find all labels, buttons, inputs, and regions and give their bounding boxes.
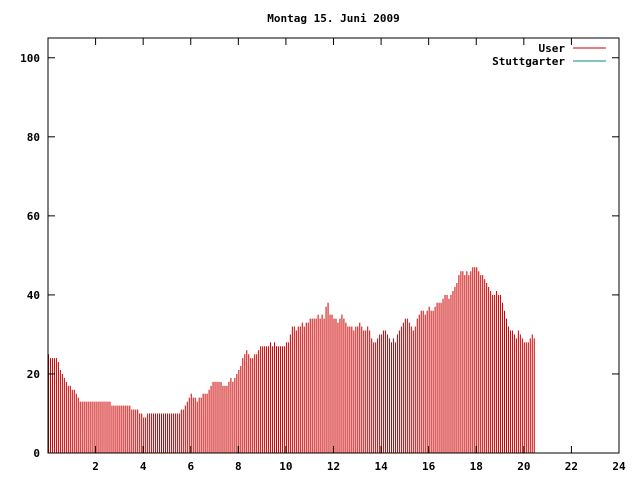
y-tick-label: 0 [33, 447, 40, 460]
chart-title: Montag 15. Juni 2009 [267, 12, 399, 25]
y-tick-label: 20 [27, 368, 40, 381]
x-tick-label: 8 [235, 460, 242, 473]
x-tick-label: 14 [374, 460, 388, 473]
x-tick-label: 10 [279, 460, 292, 473]
x-tick-label: 12 [327, 460, 340, 473]
x-tick-label: 2 [92, 460, 99, 473]
x-tick-label: 16 [422, 460, 436, 473]
x-tick-label: 6 [187, 460, 194, 473]
y-tick-label: 80 [27, 131, 40, 144]
x-tick-label: 18 [470, 460, 483, 473]
bars-group [48, 267, 535, 453]
x-tick-label: 24 [612, 460, 626, 473]
legend-label: Stuttgarter [492, 55, 565, 68]
y-tick-label: 100 [20, 52, 40, 65]
x-tick-label: 4 [140, 460, 147, 473]
x-tick-label: 20 [517, 460, 530, 473]
x-tick-label: 22 [565, 460, 578, 473]
y-tick-label: 40 [27, 289, 40, 302]
y-tick-label: 60 [27, 210, 40, 223]
legend-label: User [539, 42, 566, 55]
